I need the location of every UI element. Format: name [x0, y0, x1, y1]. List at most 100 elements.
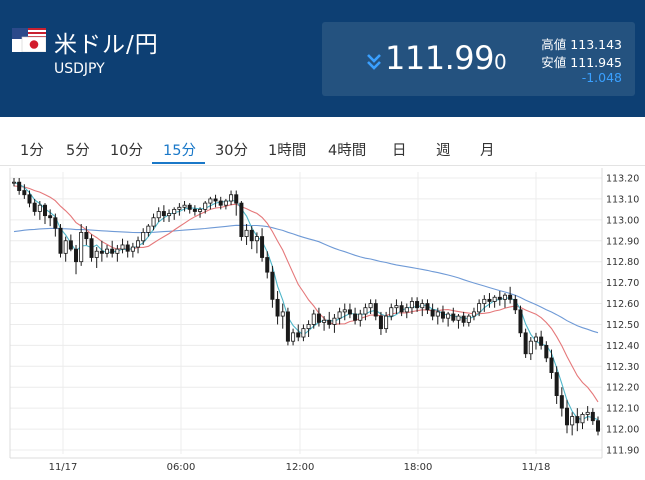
candle-body: [466, 315, 471, 323]
candle-body: [564, 407, 569, 426]
candle-body: [559, 395, 564, 409]
candle-body: [203, 202, 208, 210]
candle-body: [332, 317, 337, 325]
active-tab-underline: [152, 162, 205, 164]
candle-body: [384, 315, 389, 330]
candle-body: [187, 204, 192, 210]
us-japan-flag-icon: [12, 28, 46, 52]
candle-body: [265, 257, 270, 273]
tab-4hour[interactable]: 4時間: [328, 143, 367, 159]
candle-body: [234, 194, 239, 204]
candle-body: [141, 231, 146, 242]
candle-body: [487, 298, 492, 302]
x-tick-label: 18:00: [404, 462, 433, 473]
y-tick-label: 112.20: [606, 383, 639, 394]
candle-body: [280, 311, 285, 317]
candle-body: [508, 294, 513, 300]
candle-body: [518, 309, 523, 334]
y-tick-label: 112.90: [606, 236, 639, 247]
candle-body: [549, 357, 554, 373]
y-tick-label: 112.40: [606, 341, 639, 352]
y-tick-label: 111.90: [606, 446, 639, 457]
candle-body: [275, 298, 280, 317]
x-tick-label: 12:00: [286, 462, 315, 473]
candle-body: [513, 298, 518, 311]
candle-body: [523, 332, 528, 355]
candle-body: [544, 344, 549, 359]
tab-15min[interactable]: 15分: [163, 143, 196, 159]
candle-body: [22, 190, 27, 196]
candle-body: [471, 311, 476, 317]
candle-body: [461, 315, 466, 323]
candle-body: [585, 411, 590, 415]
candle-body: [528, 340, 533, 355]
y-tick-label: 112.60: [606, 299, 639, 310]
candle-body: [482, 298, 487, 304]
pair-code: USDJPY: [54, 61, 105, 77]
candle-body: [430, 309, 435, 317]
low-price: 安値 111.945: [541, 55, 622, 70]
candle-body: [580, 414, 585, 424]
candle-body: [198, 208, 203, 212]
candle-body: [74, 248, 79, 263]
candle-body: [244, 229, 249, 237]
candle-body: [151, 217, 156, 227]
candle-body: [223, 200, 228, 206]
candle-body: [596, 420, 601, 432]
candle-body: [368, 303, 373, 309]
y-tick-label: 113.20: [606, 174, 639, 185]
candlestick-chart: 113.20 113.10 113.00 112.90 112.80 112.70 112.…: [9, 168, 639, 473]
tab-5min[interactable]: 5分: [66, 143, 90, 159]
candle-body: [229, 194, 234, 202]
candle-body: [63, 240, 68, 254]
candle-body: [48, 215, 53, 219]
candle-body: [192, 208, 197, 212]
candle-body: [425, 303, 430, 311]
price-last-digit: 0: [493, 50, 507, 74]
candle-body: [260, 236, 265, 258]
tab-day[interactable]: 日: [392, 143, 407, 159]
candle-body: [161, 211, 166, 217]
tab-1min[interactable]: 1分: [20, 143, 44, 159]
candle-body: [110, 248, 115, 254]
candle-body: [337, 311, 342, 319]
tab-1hour[interactable]: 1時間: [268, 143, 307, 159]
candle-body: [327, 319, 332, 325]
candle-body: [89, 238, 94, 258]
candle-body: [435, 311, 440, 317]
tab-week[interactable]: 週: [436, 143, 451, 159]
x-tick-label: 11/18: [522, 462, 551, 473]
candle-body: [316, 313, 321, 323]
y-tick-label: 113.10: [606, 194, 639, 205]
candle-body: [285, 311, 290, 342]
candle-body: [213, 198, 218, 202]
candle-body: [404, 307, 409, 313]
candle-body: [311, 313, 316, 325]
candle-body: [322, 319, 327, 323]
tab-10min[interactable]: 10分: [110, 143, 143, 159]
y-tick-label: 113.00: [606, 215, 639, 226]
candle-body: [570, 416, 575, 426]
tab-30min[interactable]: 30分: [215, 143, 248, 159]
moving-average-long: [13, 224, 599, 334]
pair-name: 米ドル/円: [54, 32, 159, 58]
candle-body: [420, 303, 425, 309]
candle-body: [68, 240, 73, 250]
tab-month[interactable]: 月: [480, 143, 495, 159]
candle-body: [590, 411, 595, 422]
candle-body: [477, 303, 482, 313]
y-tick-label: 112.30: [606, 362, 639, 373]
candle-body: [347, 309, 352, 315]
candle-body: [37, 204, 42, 212]
candle-body: [208, 198, 213, 204]
candle-body: [254, 236, 259, 242]
candle-body: [539, 336, 544, 346]
candle-body: [451, 313, 456, 321]
candle-body: [554, 372, 559, 396]
candle-body: [94, 250, 99, 258]
candle-body: [446, 313, 451, 319]
x-tick-label: 06:00: [167, 462, 196, 473]
candle-body: [358, 313, 363, 321]
candle-body: [167, 213, 172, 217]
candle-body: [296, 332, 301, 338]
